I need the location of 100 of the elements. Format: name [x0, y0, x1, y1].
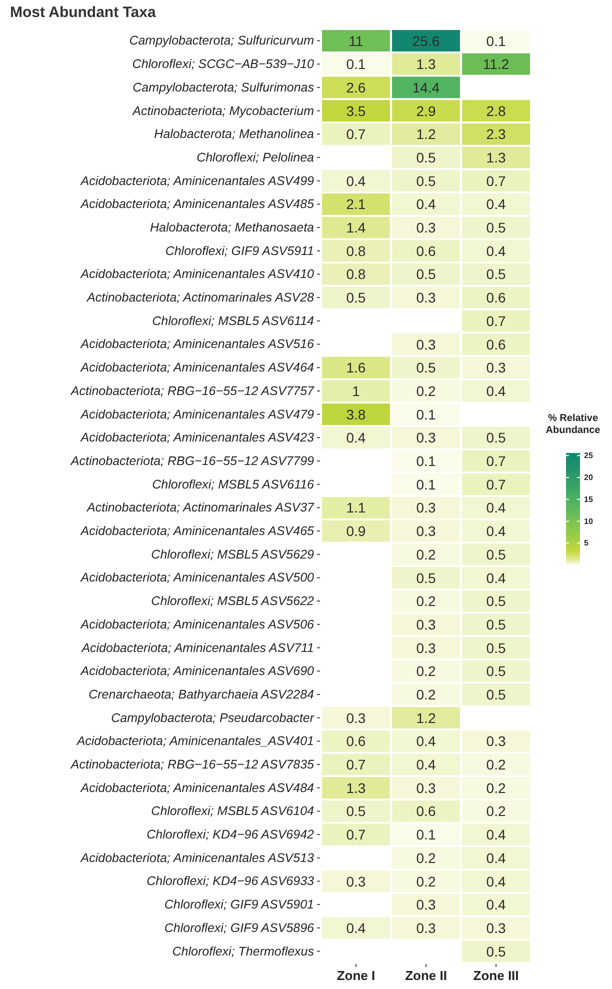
data-label: 0.4 [486, 196, 506, 212]
data-label: 0.1 [346, 56, 366, 72]
data-label: 0.3 [486, 733, 506, 750]
data-label: 0.7 [346, 756, 366, 773]
data-label: 0.7 [486, 172, 506, 189]
data-label: 0.3 [416, 220, 436, 236]
y-tick-label: Campylobacterota; Sulfurimonas [132, 80, 314, 94]
y-tick-label: Chloroflexi; GIF9 ASV5901 [164, 898, 314, 912]
data-label: 0.2 [486, 780, 506, 796]
color-bar-label: 10 [584, 516, 594, 526]
data-label: 1.1 [346, 500, 366, 516]
data-label: 0.2 [416, 663, 436, 680]
data-label: 0.4 [416, 733, 436, 750]
y-tick-label: Actinobacteriota; Mycobacterium [132, 104, 314, 118]
y-tick-label: Acidobacteriota; Aminicenantales ASV479 [80, 407, 314, 422]
data-label: 0.4 [486, 850, 506, 866]
y-tick-label: Actinobacteriota; Actinomarinales ASV28 [86, 290, 314, 305]
data-label: 1.4 [346, 220, 366, 236]
y-tick-label: Acidobacteriota; Aminicenantales ASV464 [80, 360, 314, 375]
data-label: 0.3 [416, 500, 436, 516]
data-label: 0.1 [416, 453, 436, 470]
data-label: 0.7 [486, 476, 506, 492]
y-tick-label: Chloroflexi; KD4−96 ASV6942 [146, 828, 314, 842]
data-label: 1.2 [416, 126, 436, 142]
data-label: 0.2 [416, 850, 436, 866]
y-tick-label: Acidobacteriota; Aminicenantales ASV423 [80, 430, 314, 445]
data-label: 0.4 [486, 242, 506, 259]
data-label: 0.3 [416, 896, 436, 913]
y-tick-label: Chloroflexi; MSBL5 ASV5629 [151, 547, 314, 562]
data-label: 0.6 [486, 336, 506, 352]
data-label: 0.4 [486, 826, 506, 843]
x-tick-label: Zone I [336, 968, 376, 984]
data-label: 0.5 [416, 360, 436, 376]
y-tick-label: Actinobacteriota; RBG−16−55−12 ASV7835 [70, 757, 314, 772]
data-label: 0.4 [486, 570, 506, 586]
data-label: 11 [348, 32, 364, 49]
data-label: 0.5 [486, 640, 506, 656]
y-tick-label: Chloroflexi; SCGC−AB−539−J10 [132, 57, 314, 72]
y-tick-label: Acidobacteriota; Aminicenantales_ASV401 [76, 734, 314, 748]
data-label: 1.3 [486, 150, 506, 166]
data-label: 0.3 [416, 616, 436, 632]
data-label: 0.1 [416, 476, 436, 492]
data-label: 2.8 [486, 102, 506, 119]
data-label: 0.2 [486, 803, 506, 820]
data-label: 0.4 [416, 756, 436, 773]
data-label: 0.2 [416, 873, 436, 890]
data-label: 0.4 [486, 896, 506, 913]
y-tick-label: Chloroflexi; Thermoflexus [172, 944, 314, 958]
y-tick-label: Halobacterota; Methanolinea [154, 127, 314, 142]
x-tick-label: Zone III [473, 968, 519, 984]
data-label: 0.7 [486, 453, 506, 470]
data-label: 0.8 [346, 242, 366, 259]
data-label: 0.4 [486, 382, 506, 399]
data-label: 2.9 [416, 102, 436, 119]
data-label: 1.3 [416, 56, 436, 72]
data-label: 0.5 [486, 220, 506, 236]
data-label: 0.5 [486, 686, 506, 702]
data-label: 0.5 [416, 570, 436, 586]
data-label: 0.4 [486, 523, 506, 540]
color-bar-label: 5 [584, 538, 589, 548]
data-label: 14.4 [412, 79, 440, 96]
data-label: 0.8 [346, 266, 366, 282]
data-label: 1.3 [346, 780, 366, 796]
y-tick-label: Chloroflexi; GIF9 ASV5896 [164, 920, 314, 935]
y-tick-label: Chloroflexi; GIF9 ASV5911 [165, 244, 314, 258]
y-tick-label: Crenarchaeota; Bathyarchaeia ASV2284 [88, 687, 314, 702]
y-tick-label: Chloroflexi; MSBL5 ASV6114 [152, 314, 314, 328]
y-tick-label: Actinobacteriota; RBG−16−55−12 ASV7757 [70, 384, 316, 398]
y-tick-label: Acidobacteriota; Aminicenantales ASV690 [80, 664, 314, 678]
color-bar-label: 15 [584, 494, 594, 504]
color-bar-label: 20 [584, 473, 594, 482]
data-label: 0.7 [346, 826, 366, 843]
data-label: 0.5 [486, 943, 506, 960]
y-tick-label: Acidobacteriota; Aminicenantales ASV516 [80, 337, 314, 352]
data-label: 1 [352, 382, 360, 399]
data-label: 0.5 [486, 430, 506, 446]
data-label: 0.6 [486, 290, 506, 306]
data-label: 0.2 [416, 593, 436, 610]
text: Most Abundant Taxa [10, 4, 156, 21]
data-label: 0.5 [486, 266, 506, 282]
data-label: 0.1 [486, 32, 506, 49]
data-label: 0.2 [416, 686, 436, 702]
data-label: 0.5 [486, 546, 506, 562]
y-tick-label: Acidobacteriota; Aminicenantales ASV513 [80, 850, 314, 865]
y-tick-label: Actinobacteriota; Actinomarinales ASV37 [86, 500, 316, 515]
data-label: 0.3 [346, 873, 366, 890]
data-label: 0.4 [416, 196, 436, 212]
data-label: 0.3 [416, 920, 436, 936]
data-label: 0.5 [416, 150, 436, 166]
data-label: 0.5 [486, 593, 506, 610]
data-label: 0.5 [416, 266, 436, 282]
data-label: 0.3 [486, 360, 506, 376]
y-tick-label: Campylobacterota; Pseudarcobacter [111, 710, 315, 725]
data-label: 0.1 [416, 826, 436, 843]
data-label: 0.4 [346, 172, 366, 189]
data-label: 0.4 [346, 920, 366, 936]
data-label: 0.3 [416, 780, 436, 796]
data-label: 0.3 [416, 523, 436, 540]
data-label: 25.6 [412, 32, 440, 49]
color-bar-title: % Relative Abundance [546, 413, 601, 436]
